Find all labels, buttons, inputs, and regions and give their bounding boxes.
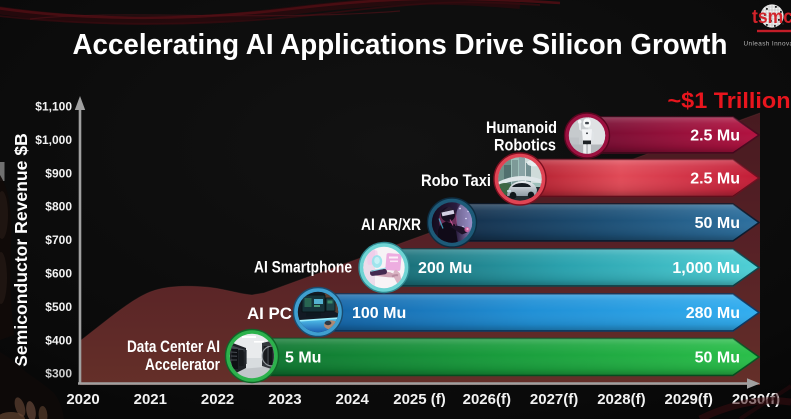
svg-text:2027(f): 2027(f) — [530, 391, 578, 408]
svg-text:Data Center AI: Data Center AI — [127, 338, 220, 356]
svg-text:2025 (f): 2025 (f) — [393, 391, 446, 408]
svg-text:2026(f): 2026(f) — [463, 391, 511, 408]
svg-text:Semiconductor Revenue $B: Semiconductor Revenue $B — [11, 133, 31, 367]
svg-text:100 Mu: 100 Mu — [352, 305, 406, 322]
svg-text:Accelerating AI Applications D: Accelerating AI Applications Drive Silic… — [73, 29, 728, 61]
svg-text:$800: $800 — [45, 200, 72, 214]
svg-text:$700: $700 — [45, 233, 72, 247]
svg-text:5 Mu: 5 Mu — [285, 350, 321, 367]
svg-text:1,000 Mu: 1,000 Mu — [672, 260, 740, 277]
svg-text:200 Mu: 200 Mu — [418, 260, 472, 277]
svg-text:2022: 2022 — [201, 391, 234, 408]
svg-text:Robotics: Robotics — [494, 137, 556, 155]
svg-text:Accelerator: Accelerator — [145, 356, 220, 374]
svg-text:$400: $400 — [45, 333, 72, 347]
svg-text:Humanoid: Humanoid — [486, 119, 557, 137]
svg-text:$600: $600 — [45, 267, 72, 281]
svg-text:AI PC: AI PC — [247, 305, 292, 323]
svg-text:2021: 2021 — [134, 391, 167, 408]
svg-text:tsmc: tsmc — [752, 7, 791, 28]
svg-text:2029(f): 2029(f) — [665, 391, 713, 408]
svg-text:$1,000: $1,000 — [35, 133, 72, 147]
svg-text:$500: $500 — [45, 300, 72, 314]
svg-text:AI Smartphone: AI Smartphone — [254, 259, 352, 277]
svg-text:2028(f): 2028(f) — [597, 391, 645, 408]
svg-text:$900: $900 — [45, 166, 72, 180]
svg-text:280 Mu: 280 Mu — [686, 305, 740, 322]
svg-text:AI AR/XR: AI AR/XR — [361, 216, 421, 234]
svg-text:2.5 Mu: 2.5 Mu — [690, 171, 740, 188]
svg-text:Robo Taxi: Robo Taxi — [421, 172, 491, 190]
svg-text:2023: 2023 — [268, 391, 301, 408]
svg-text:$1,100: $1,100 — [35, 100, 72, 114]
svg-text:Unleash Innovation: Unleash Innovation — [744, 41, 791, 48]
svg-text:2.5 Mu: 2.5 Mu — [690, 128, 740, 145]
svg-text:2024: 2024 — [336, 391, 370, 408]
svg-text:50 Mu: 50 Mu — [695, 350, 740, 367]
svg-text:$300: $300 — [45, 367, 72, 381]
svg-text:~$1 Trillion: ~$1 Trillion — [668, 88, 791, 113]
svg-text:2020: 2020 — [66, 391, 99, 408]
svg-text:50 Mu: 50 Mu — [695, 215, 740, 232]
